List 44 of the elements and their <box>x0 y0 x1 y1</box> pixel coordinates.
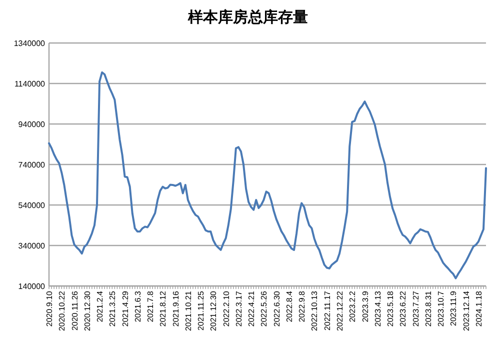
chart-title: 样本库房总库存量 <box>187 8 308 26</box>
x-tick-label: 2021.4.29 <box>120 290 130 327</box>
line-series <box>48 71 487 280</box>
x-tick-label: 2023.10.7 <box>436 290 446 327</box>
x-tick-label: 2023.7.27 <box>411 290 420 327</box>
x-tick-label: 2023.2.2 <box>348 290 358 322</box>
x-tick-label: 2023.3.9 <box>360 290 370 322</box>
x-tick-label: 2021.10.21 <box>184 290 193 332</box>
y-tick-label: 1340000 <box>14 39 46 48</box>
x-tick-label: 2023.5.18 <box>386 290 396 327</box>
x-tick-label: 2021.11.25 <box>196 290 206 330</box>
y-tick-label: 740000 <box>18 160 46 170</box>
x-tick-label: 2021.6.3 <box>133 290 142 322</box>
y-tick-label: 140000 <box>18 282 46 291</box>
x-tick-label: 2022.3.17 <box>234 290 244 327</box>
x-tick-label: 2022.10.13 <box>310 290 320 332</box>
x-tick-label: 2022.11.17 <box>322 290 332 330</box>
x-tick-label: 2020.9.10 <box>45 290 54 327</box>
x-tick-label: 2020.12.30 <box>82 290 92 332</box>
x-tick-label: 2022.4.21 <box>247 290 256 327</box>
x-tick-label: 2022.12.22 <box>335 290 344 332</box>
x-tick-label: 2023.6.22 <box>398 290 408 327</box>
x-tick-label: 2021.2.4 <box>96 290 105 322</box>
x-tick-label: 2020.11.26 <box>70 290 80 330</box>
x-tick-label: 2022.2.10 <box>222 290 231 327</box>
x-tick-label: 2020.10.22 <box>58 290 67 332</box>
x-tick-label: 2021.3.25 <box>108 290 118 327</box>
x-tick-label: 2022.5.26 <box>260 290 269 327</box>
y-tick-label: 940000 <box>18 120 46 129</box>
y-tick-label: 340000 <box>18 242 46 250</box>
x-tick-label: 2023.8.31 <box>424 290 433 327</box>
x-tick-label: 2024.1.18 <box>474 290 484 327</box>
x-tick-label: 2022.8.4 <box>284 290 294 322</box>
x-tick-label: 2021.12.30 <box>209 290 218 332</box>
y-tick-label: 540000 <box>18 201 46 210</box>
y-tick-label: 1140000 <box>14 80 46 88</box>
x-tick-label: 2022.6.30 <box>272 290 282 327</box>
x-tick-label: 2021.8.12 <box>158 290 168 327</box>
x-tick-label: 2023.4.13 <box>373 290 382 327</box>
x-tick-label: 2021.7.8 <box>146 290 156 322</box>
x-tick-label: 2023.11.9 <box>449 290 458 326</box>
x-tick-label: 2023.12.14 <box>462 290 471 332</box>
x-tick-label: 2022.9.8 <box>298 290 307 322</box>
x-tick-label: 2021.9.16 <box>171 290 180 327</box>
